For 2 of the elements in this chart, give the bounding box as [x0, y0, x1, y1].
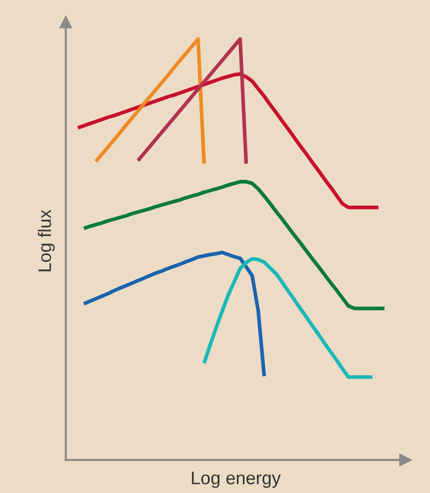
- y-axis-title: Log flux: [38, 210, 55, 272]
- x-axis-title: Log energy: [192, 472, 281, 488]
